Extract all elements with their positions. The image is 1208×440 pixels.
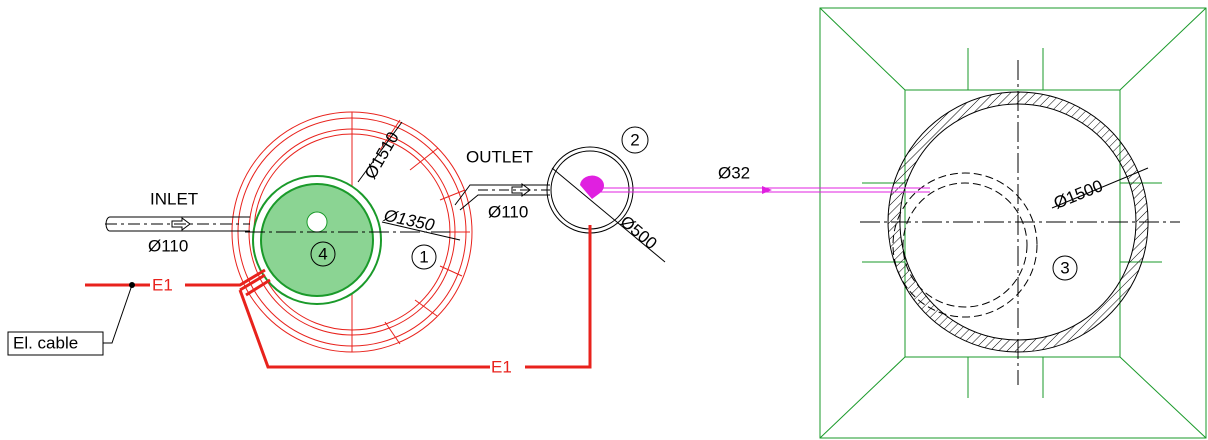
pipe-diameter: Ø32 [718,163,750,182]
tank-outer-diameter: Ø1510 [361,129,403,183]
marker: 1 [419,247,428,266]
drawing: INLET Ø110 OUTLET Ø110 Ø1510 Ø1350 Ø500 … [0,0,1208,440]
well-diameter: Ø1500 [1051,176,1105,213]
well [820,8,1206,438]
inlet-label: INLET [150,189,198,208]
marker: 3 [1060,258,1069,277]
tank-inner-diameter: Ø1350 [381,206,436,236]
marker: 4 [318,244,327,263]
cable-label: E1 [491,357,512,376]
inlet-diameter: Ø110 [148,236,188,255]
tank [232,112,472,352]
marker: 2 [630,130,639,149]
outlet-label: OUTLET [466,147,533,166]
cable-callout: El. cable [13,333,78,352]
chamber-diameter: Ø500 [617,212,661,253]
outlet-diameter: Ø110 [488,202,528,221]
cable-label: E1 [152,275,173,294]
inlet-pipe [105,217,250,231]
